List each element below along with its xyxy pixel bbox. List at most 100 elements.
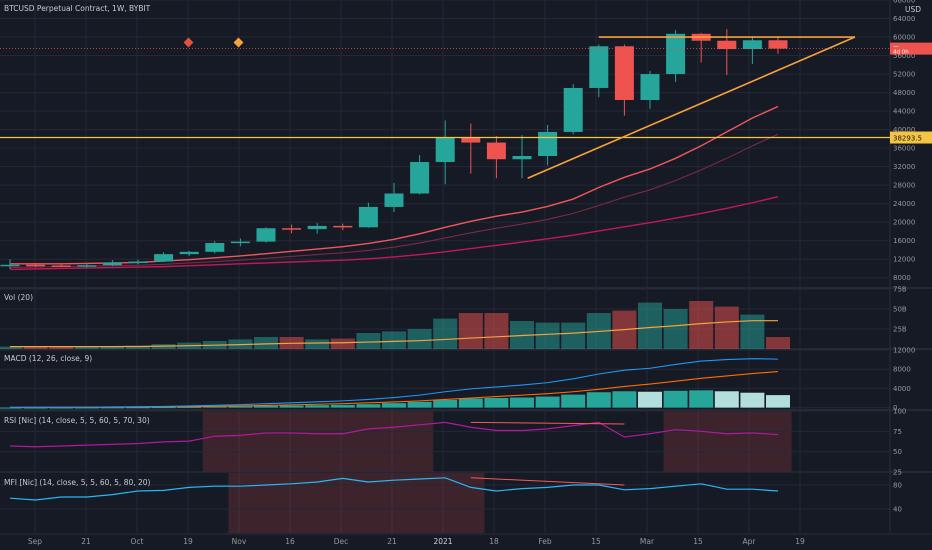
volume-bar (49, 346, 74, 349)
volume-axis-tick-label: 50B (893, 306, 907, 314)
mfi-line (9, 477, 779, 501)
price-axis-tick-label: 44000 (893, 108, 915, 116)
macd-histogram-bar (689, 390, 714, 408)
time-axis-tick-label: 2021 (433, 537, 452, 546)
macd-histogram-bar (74, 407, 99, 409)
price-axis-tick-label: 20000 (893, 219, 915, 227)
price-axis-tick-label: 8000 (893, 274, 911, 282)
candle-body (384, 193, 404, 207)
macd-histogram-bar (0, 407, 22, 409)
candle-body (410, 162, 430, 194)
macd-histogram-bar (356, 404, 381, 408)
volume-bar (305, 339, 330, 349)
candle-body (435, 137, 455, 163)
last-price-tag (890, 42, 932, 55)
mfi-pane-title: MFI [Nic] (14, close, 5, 5, 60, 5, 80, 2… (4, 478, 151, 487)
macd-histogram-bar (382, 403, 406, 408)
macd-histogram-bar (714, 391, 739, 408)
volume-axis-tick-label: 75B (893, 286, 907, 294)
mfi-overbought-zone (228, 473, 485, 533)
volume-bar (663, 309, 688, 349)
candle-body (589, 46, 609, 88)
time-axis-tick-label: Sep (28, 537, 42, 546)
macd-histogram-bar (100, 407, 125, 409)
macd-histogram-bar (561, 394, 586, 408)
candle-body (26, 264, 46, 267)
macd-histogram-bar (407, 401, 432, 408)
candle-body (128, 261, 148, 264)
macd-pane-title: MACD (12, 26, close, 9) (4, 354, 93, 363)
time-axis-tick-label: 15 (591, 537, 601, 546)
candle-body (307, 225, 327, 230)
candle-body (666, 33, 686, 75)
time-axis-tick-label: 19 (795, 537, 805, 546)
last-price-tag-text: — (893, 43, 899, 50)
volume-bar (561, 322, 586, 349)
candle-body (256, 228, 276, 242)
price-axis-tick-label: 24000 (893, 200, 915, 208)
price-currency: USD (905, 5, 922, 14)
price-axis-tick-label: 68000 (893, 0, 915, 5)
mfi-axis-tick-label: 80 (893, 482, 902, 490)
macd-histogram-bar (177, 406, 202, 408)
candle-body (614, 46, 634, 100)
macd-histogram-bar (305, 405, 330, 408)
macd-histogram-bar (202, 406, 227, 408)
mfi-axis-tick-label: 40 (893, 506, 902, 514)
level-price-tag-text: 38293.5 (893, 135, 922, 143)
candle-body (486, 142, 506, 160)
volume-bar (0, 346, 22, 349)
candle-body (205, 243, 225, 252)
volume-bar (330, 338, 355, 349)
rsi-axis-tick-label: 25 (893, 469, 902, 477)
candle-body (179, 251, 199, 255)
macd-histogram-bar (279, 405, 304, 408)
price-axis-tick-label: 32000 (893, 163, 915, 171)
volume-bar (714, 306, 739, 349)
time-axis-tick-label: 15 (693, 537, 703, 546)
time-axis-tick-label: 16 (285, 537, 295, 546)
time-axis-tick-label: Mar (640, 537, 655, 546)
candle-body (742, 40, 762, 50)
mfi-divergence-line (470, 477, 625, 486)
macd-histogram-bar (49, 407, 74, 409)
candle-body (512, 155, 532, 160)
volume-bar (254, 337, 278, 349)
macd-histogram-bar (484, 398, 509, 408)
volume-bar (535, 322, 560, 349)
macd-histogram-bar (330, 404, 355, 408)
volume-bar (407, 329, 432, 349)
event-marker-icon (183, 37, 194, 48)
macd-histogram-bar (612, 391, 637, 408)
macd-histogram-bar (151, 407, 176, 409)
volume-bar (356, 333, 381, 349)
candle-body (51, 265, 71, 267)
candle-body (640, 74, 660, 100)
event-marker-icon (233, 37, 244, 48)
ascending-trendline (527, 36, 856, 179)
level-price-tag (890, 131, 932, 144)
macd-axis-tick-label: 8000 (893, 366, 911, 374)
bar-countdown-text: 4d 0h (893, 50, 909, 56)
volume-axis-tick-label: 25B (893, 326, 907, 334)
macd-histogram-bar (254, 405, 278, 408)
price-axis-tick-label: 56000 (893, 52, 915, 60)
macd-axis-tick-label: 12000 (893, 347, 915, 355)
candle-body (333, 225, 353, 228)
volume-bar (126, 345, 150, 349)
volume-bar (638, 302, 662, 349)
candle-body (563, 87, 583, 132)
volume-bar (740, 314, 765, 349)
symbol-title: BTCUSD Perpetual Contract, 1W, BYBIT (4, 4, 151, 13)
rsi-pane-title: RSI [Nic] (14, close, 5, 5, 60, 5, 70, 3… (4, 416, 150, 425)
time-axis-tick-label: 21 (387, 537, 397, 546)
price-axis-tick-label: 36000 (893, 145, 915, 153)
volume-bar (484, 313, 509, 349)
candle-body (154, 254, 174, 262)
volume-moving-average-line (10, 320, 778, 348)
candle-body (282, 228, 302, 230)
rsi-axis-tick-label: 100 (893, 408, 906, 416)
candle-body (461, 137, 481, 143)
macd-histogram-bar (535, 396, 560, 408)
